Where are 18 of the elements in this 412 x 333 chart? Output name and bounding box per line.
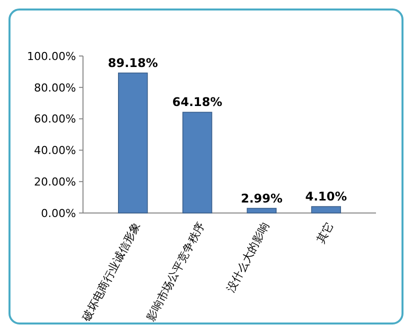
x-tick-label: 其它 — [314, 220, 336, 246]
y-tick-label: 80.00% — [34, 81, 76, 94]
bar — [311, 206, 341, 214]
bar — [182, 112, 212, 214]
bar — [118, 72, 148, 214]
x-tick-label: 影响市场公平竞争秩序 — [144, 220, 208, 324]
data-label: 4.10% — [305, 190, 347, 204]
x-tick-label: 破坏电商行业诚信形象 — [79, 220, 143, 324]
bar — [246, 208, 277, 214]
y-tick-label: 20.00% — [34, 175, 76, 188]
y-tick-label: 100.00% — [27, 50, 76, 63]
y-tick-label: 40.00% — [34, 144, 76, 158]
y-tick-label: 60.00% — [34, 112, 76, 126]
x-tick-label: 没什么大的影响 — [224, 220, 272, 294]
data-label: 2.99% — [240, 191, 283, 206]
y-tick-label: 0.00% — [41, 206, 76, 220]
data-label: 64.18% — [172, 95, 222, 110]
data-label: 89.18% — [108, 56, 158, 70]
